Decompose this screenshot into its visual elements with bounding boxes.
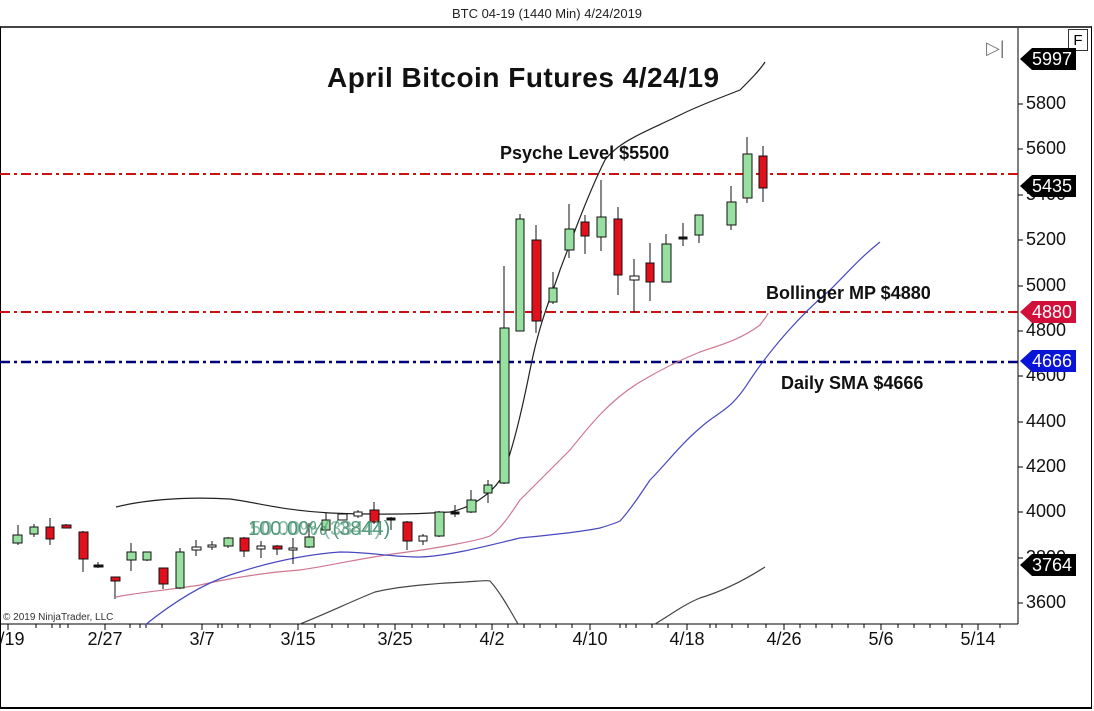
y-tick-4200: 4200 [1026, 456, 1067, 476]
price-marker-4880: 4880 [1020, 301, 1076, 323]
x-tick-2-19: /19 [0, 629, 25, 649]
scroll-to-end-icon[interactable]: ▷| [986, 38, 1005, 58]
price-marker-5435: 5435 [1020, 175, 1076, 197]
daily-sma-curve [144, 241, 881, 626]
y-tick-5200: 5200 [1026, 229, 1067, 249]
x-tick-4-18: 4/18 [669, 629, 705, 649]
bollinger-lower-band-2 [654, 566, 766, 625]
chart-header: BTC 04-19 (1440 Min) 4/24/2019 [451, 6, 643, 21]
bollinger-lower-band [299, 579, 519, 625]
x-tick-4-10: 4/10 [572, 629, 608, 649]
y-tick-5800: 5800 [1026, 93, 1067, 113]
y-tick-5000: 5000 [1026, 275, 1067, 295]
x-tick-2-27: 2/27 [87, 629, 123, 649]
x-tick-3-25: 3/25 [377, 629, 413, 649]
candlesticks[interactable] [12, 137, 768, 599]
y-tick-5600: 5600 [1026, 138, 1067, 158]
x-tick-4-2: 4/2 [479, 629, 505, 649]
x-tick-5-6: 5/6 [868, 629, 894, 649]
price-marker-3764: 3764 [1020, 554, 1076, 576]
x-tick-4-26: 4/26 [766, 629, 802, 649]
x-tick-3-7: 3/7 [189, 629, 215, 649]
psyche-level-label: Psyche Level $5500 [500, 143, 670, 163]
price-marker-5997: 5997 [1020, 48, 1076, 70]
chart-title: April Bitcoin Futures 4/24/19 [327, 62, 720, 93]
price-marker-4666: 4666 [1020, 350, 1076, 372]
x-tick-5-14: 5/14 [960, 629, 996, 649]
y-tick-4800: 4800 [1026, 320, 1067, 340]
bollinger-midline [115, 312, 769, 598]
bollinger-mp-label: Bollinger MP $4880 [766, 283, 931, 303]
f-button[interactable]: F [1068, 29, 1088, 51]
chart-frame [0, 26, 1092, 709]
y-tick-4400: 4400 [1026, 411, 1067, 431]
y-tick-4000: 4000 [1026, 501, 1067, 521]
y-axis-ticks [1018, 103, 1023, 604]
bollinger-upper-band [115, 61, 766, 515]
fib-label-50: 50.00% (3844) [250, 518, 382, 540]
x-tick-3-15: 3/15 [280, 629, 316, 649]
y-tick-3600: 3600 [1026, 592, 1067, 612]
fib-label-100: 100.00% (3844) [248, 518, 391, 540]
daily-sma-label: Daily SMA $4666 [781, 373, 924, 393]
copyright-notice: © 2019 NinjaTrader, LLC [3, 612, 114, 623]
x-axis-ticks [7, 624, 1001, 630]
